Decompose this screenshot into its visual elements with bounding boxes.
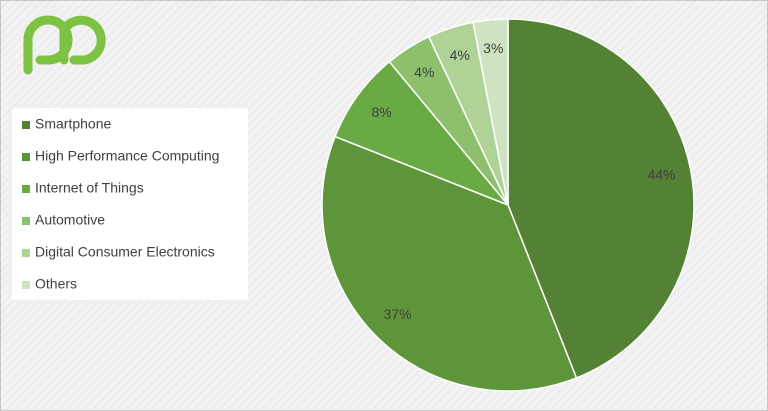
data-label: 4% <box>414 64 434 80</box>
data-label: 3% <box>483 40 503 56</box>
legend-label: Others <box>35 276 77 292</box>
data-label: 37% <box>384 306 412 322</box>
legend-marker <box>22 121 30 129</box>
legend-label: Digital Consumer Electronics <box>35 244 215 260</box>
legend-marker <box>22 185 30 193</box>
legend-label: Automotive <box>35 212 105 228</box>
pie: 44% 37% 8% 4% 4% 3% <box>321 18 695 392</box>
pie-slice <box>507 18 695 379</box>
legend: Smartphone High Performance Computing Inte… <box>22 116 219 292</box>
pie-slice <box>321 135 578 392</box>
legend-label: High Performance Computing <box>35 148 219 164</box>
legend-label: Smartphone <box>35 116 111 132</box>
pie-slice <box>334 60 509 206</box>
legend-label: Internet of Things <box>35 180 144 196</box>
legend-marker <box>22 281 30 289</box>
legend-marker <box>22 249 30 257</box>
data-label: 8% <box>371 104 391 120</box>
data-label: 44% <box>647 166 675 182</box>
logo <box>23 15 106 75</box>
legend-box <box>12 108 248 300</box>
pie-slice <box>472 18 509 206</box>
legend-marker <box>22 217 30 225</box>
legend-marker <box>22 153 30 161</box>
data-label: 4% <box>450 47 470 63</box>
